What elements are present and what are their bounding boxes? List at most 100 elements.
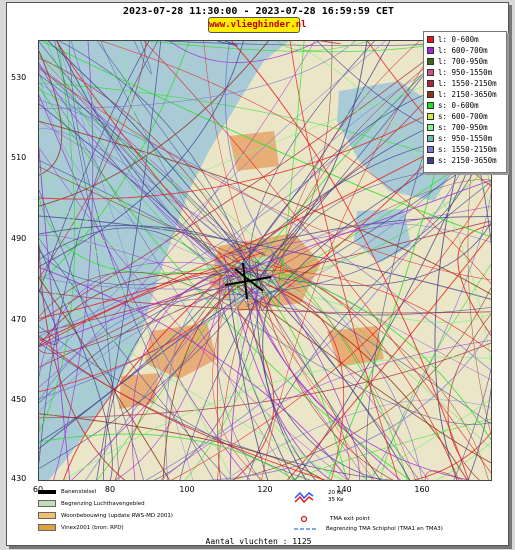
legend-label: l: 600-700m <box>438 46 488 55</box>
flight-track <box>254 290 401 480</box>
flight-track <box>224 41 277 258</box>
flight-track-map[interactable] <box>38 40 492 481</box>
flight-track <box>39 41 76 433</box>
legend-swatch <box>427 91 434 98</box>
flight-track <box>96 41 420 480</box>
flight-track <box>39 189 144 480</box>
flight-track <box>70 41 242 280</box>
legend-item: l: 950-1550m <box>427 67 506 78</box>
tma-exit-point-icon <box>300 515 308 523</box>
x-tick-label: 120 <box>257 485 273 494</box>
legend-swatch <box>427 36 434 43</box>
flight-track <box>153 295 263 480</box>
flight-track <box>39 41 147 279</box>
flight-track <box>447 313 491 480</box>
flight-track <box>277 41 305 307</box>
flight-track <box>39 277 170 480</box>
legend-item: l: 700-950m <box>427 56 506 67</box>
legend-label: l: 700-950m <box>438 57 488 66</box>
runway-swatch <box>38 490 56 494</box>
y-tick-label: 430 <box>11 474 27 483</box>
airport-boundary-key: Begrenzing Luchthavengebied <box>38 500 145 507</box>
runway-key: Banenstelsel <box>38 489 96 495</box>
flight-track <box>249 288 472 480</box>
flight-track <box>435 442 491 480</box>
legend-label: s: 600-700m <box>438 112 488 121</box>
flight-track <box>424 470 463 480</box>
flight-track <box>39 170 233 480</box>
legend-swatch <box>427 113 434 120</box>
legend-swatch <box>427 47 434 54</box>
site-link-badge[interactable]: www.vlieghinder.nl <box>208 17 307 33</box>
flight-track <box>39 251 264 319</box>
noise-20-label: 20 Ke <box>328 490 344 496</box>
flight-track <box>249 275 491 323</box>
flight-track <box>39 274 255 290</box>
x-tick-label: 80 <box>104 485 116 494</box>
flight-track <box>39 65 429 480</box>
legend-label: l: 0-600m <box>438 35 479 44</box>
flight-track <box>101 41 491 285</box>
legend-label: l: 1550-2150m <box>438 79 497 88</box>
housing-swatch <box>38 512 56 519</box>
x-tick-label: 60 <box>33 485 43 494</box>
airport-boundary-key-label: Begrenzing Luchthavengebied <box>61 500 145 507</box>
flight-track <box>246 181 491 480</box>
flight-track <box>68 41 214 480</box>
legend-swatch <box>427 58 434 65</box>
chart-frame: 2023-07-28 11:30:00 - 2023-07-28 16:59:5… <box>6 2 509 546</box>
flight-track <box>39 149 71 480</box>
legend-swatch <box>427 157 434 164</box>
flight-track <box>39 55 381 480</box>
flight-track <box>39 247 113 480</box>
noise-contour-key: 20 Ke 35 Ke <box>294 490 343 504</box>
flight-track <box>39 227 222 278</box>
legend-label: s: 1550-2150m <box>438 145 497 154</box>
flight-track <box>256 261 316 480</box>
flight-track <box>39 121 491 381</box>
tma-exit-key: TMA exit point <box>300 515 370 523</box>
flight-track <box>286 233 491 480</box>
flight-track <box>39 244 126 480</box>
legend-label: l: 950-1550m <box>438 68 493 77</box>
flight-track <box>179 299 258 480</box>
flight-track <box>276 41 371 51</box>
flight-track <box>114 270 227 480</box>
flight-track <box>63 356 491 480</box>
flight-track <box>45 41 243 293</box>
legend-swatch <box>427 135 434 142</box>
legend-label: l: 2150-3650m <box>438 90 497 99</box>
flight-track <box>360 398 491 480</box>
flight-track <box>273 253 408 480</box>
flight-track <box>457 224 491 337</box>
flight-track <box>39 326 312 480</box>
flight-track <box>57 41 194 480</box>
legend-item: l: 2150-3650m <box>427 89 506 100</box>
vinex-key: Vinex2001 (bron: RPD) <box>38 524 124 531</box>
flight-track <box>229 270 491 352</box>
y-tick-label: 470 <box>11 315 27 324</box>
tma-boundary-key: Begrenzing TMA Schiphol (TMA1 en TMA3) <box>294 526 443 532</box>
flight-track <box>39 41 269 207</box>
flight-track <box>289 41 399 480</box>
flight-track <box>231 41 470 480</box>
legend-label: s: 2150-3650m <box>438 156 497 165</box>
flight-track <box>59 41 254 294</box>
flight-track <box>231 163 491 287</box>
legend-label: s: 0-600m <box>438 101 479 110</box>
flight-track <box>39 256 275 469</box>
flight-track <box>217 264 222 480</box>
flight-track <box>39 273 243 347</box>
flight-track <box>39 288 227 354</box>
flight-track <box>39 147 348 480</box>
flight-track <box>96 41 162 480</box>
flight-count: Aantal vluchten : 1125 <box>205 537 312 546</box>
flight-track <box>320 41 341 45</box>
flight-track <box>272 274 360 480</box>
flight-track <box>39 337 327 480</box>
flight-track <box>225 399 491 480</box>
flight-track <box>39 41 150 293</box>
flight-track <box>39 284 246 404</box>
flight-track <box>184 310 268 480</box>
y-tick-label: 510 <box>11 153 27 162</box>
